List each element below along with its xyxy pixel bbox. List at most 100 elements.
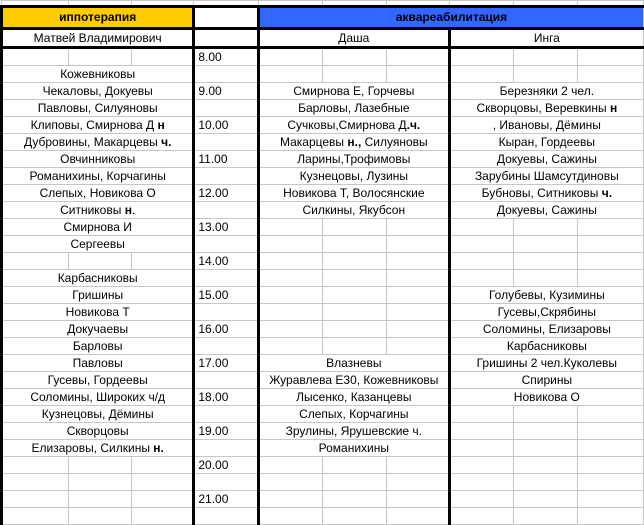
time-cell[interactable]: 10.00 — [193, 116, 260, 134]
empty-cell[interactable] — [448, 252, 515, 270]
empty-cell[interactable] — [385, 456, 451, 474]
hippo-slot-cell[interactable]: Павловы, Силуяновы — [0, 99, 196, 117]
hippotherapy-header[interactable]: иппотерапия — [0, 5, 196, 30]
inga-slot-cell[interactable]: Соломины, Елизаровы — [448, 320, 644, 338]
hippo-instructor[interactable]: Матвей Владимирович — [0, 28, 196, 49]
empty-cell[interactable] — [130, 490, 196, 508]
empty-cell[interactable] — [0, 252, 69, 270]
aqua-header[interactable]: аквареабилитация — [257, 5, 644, 30]
time-cell[interactable]: 9.00 — [193, 82, 260, 100]
empty-cell[interactable] — [257, 47, 323, 66]
empty-cell[interactable] — [577, 439, 644, 457]
empty-cell[interactable] — [577, 65, 644, 83]
empty-cell[interactable] — [321, 456, 387, 474]
time-cell[interactable]: 16.00 — [193, 320, 260, 338]
hippo-slot-cell[interactable]: Карбасниковы — [0, 269, 196, 287]
empty-cell[interactable] — [321, 507, 387, 525]
empty-cell[interactable] — [130, 47, 196, 66]
inga-slot-cell[interactable]: , Ивановы, Дёмины — [448, 116, 644, 134]
time-cell[interactable]: 18.00 — [193, 388, 260, 406]
empty-cell[interactable] — [257, 490, 323, 508]
time-cell[interactable] — [193, 405, 260, 423]
empty-cell[interactable] — [385, 218, 451, 236]
dasha-slot-cell[interactable]: Влазневы — [257, 354, 451, 372]
inga-slot-cell[interactable]: Карбасниковы — [448, 337, 644, 355]
empty-cell[interactable] — [577, 235, 644, 253]
empty-cell[interactable] — [577, 490, 644, 508]
empty-cell[interactable] — [513, 439, 579, 457]
hippo-slot-cell[interactable]: Клиповы, Смирнова Д н — [0, 116, 196, 134]
hippo-slot-cell[interactable]: Овчинниковы — [0, 150, 196, 168]
empty-cell[interactable] — [577, 252, 644, 270]
aqua-instructor-inga[interactable]: Инга — [448, 28, 644, 49]
empty-cell[interactable] — [448, 490, 515, 508]
time-cell[interactable] — [193, 439, 260, 457]
empty-cell[interactable] — [67, 252, 132, 270]
dasha-slot-cell[interactable]: Ларины,Трофимовы — [257, 150, 451, 168]
empty-cell[interactable] — [577, 507, 644, 525]
empty-cell[interactable] — [513, 405, 579, 423]
empty-cell[interactable] — [257, 456, 323, 474]
empty-cell[interactable] — [448, 218, 515, 236]
empty-cell[interactable] — [321, 269, 387, 287]
inga-slot-cell[interactable]: Березняки 2 чел. — [448, 82, 644, 100]
inga-slot-cell[interactable]: Голубевы, Кузимины — [448, 286, 644, 304]
hippo-slot-cell[interactable]: Романихины, Корчагины — [0, 167, 196, 185]
time-header-cell[interactable] — [193, 5, 260, 30]
empty-cell[interactable] — [577, 47, 644, 66]
empty-cell[interactable] — [448, 422, 515, 440]
empty-cell[interactable] — [385, 252, 451, 270]
time-cell[interactable]: 15.00 — [193, 286, 260, 304]
empty-cell[interactable] — [67, 473, 132, 491]
empty-cell[interactable] — [577, 473, 644, 491]
empty-cell[interactable] — [448, 456, 515, 474]
empty-cell[interactable] — [385, 65, 451, 83]
empty-cell[interactable] — [257, 473, 323, 491]
empty-cell[interactable] — [257, 252, 323, 270]
empty-cell[interactable] — [0, 490, 69, 508]
empty-cell[interactable] — [385, 303, 451, 321]
empty-cell[interactable] — [448, 439, 515, 457]
inga-slot-cell[interactable]: Докуевы, Сажины — [448, 150, 644, 168]
empty-cell[interactable] — [321, 303, 387, 321]
empty-cell[interactable] — [67, 47, 132, 66]
empty-cell[interactable] — [321, 252, 387, 270]
hippo-slot-cell[interactable]: Чекаловы, Докуевы — [0, 82, 196, 100]
time-cell[interactable] — [193, 337, 260, 355]
empty-cell[interactable] — [257, 507, 323, 525]
hippo-slot-cell[interactable]: Гусевы, Гордеевы — [0, 371, 196, 389]
inga-slot-cell[interactable]: Докуевы, Сажины — [448, 201, 644, 219]
empty-cell[interactable] — [385, 320, 451, 338]
hippo-slot-cell[interactable]: Елизаровы, Силкины н. — [0, 439, 196, 457]
empty-cell[interactable] — [385, 235, 451, 253]
empty-cell[interactable] — [385, 337, 451, 355]
hippo-slot-cell[interactable]: Скворцовы — [0, 422, 196, 440]
empty-cell[interactable] — [321, 235, 387, 253]
empty-cell[interactable] — [67, 456, 132, 474]
time-cell[interactable]: 12.00 — [193, 184, 260, 202]
dasha-slot-cell[interactable]: Кузнецовы, Лузины — [257, 167, 451, 185]
dasha-slot-cell[interactable]: Новикова Т, Волосянские — [257, 184, 451, 202]
hippo-slot-cell[interactable]: Смирнова И — [0, 218, 196, 236]
dasha-slot-cell[interactable]: Журавлева Е30, Кожевниковы — [257, 371, 451, 389]
empty-cell[interactable] — [513, 473, 579, 491]
empty-cell[interactable] — [130, 507, 196, 525]
empty-cell[interactable] — [513, 456, 579, 474]
empty-cell[interactable] — [448, 269, 515, 287]
hippo-slot-cell[interactable]: Ситниковы н. — [0, 201, 196, 219]
empty-cell[interactable] — [513, 65, 579, 83]
empty-cell[interactable] — [513, 422, 579, 440]
hippo-slot-cell[interactable]: Докучаевы — [0, 320, 196, 338]
empty-cell[interactable] — [513, 507, 579, 525]
time-cell[interactable] — [193, 99, 260, 117]
empty-cell[interactable] — [321, 218, 387, 236]
empty-cell[interactable] — [130, 252, 196, 270]
empty-cell[interactable] — [130, 473, 196, 491]
empty-cell[interactable] — [448, 473, 515, 491]
empty-cell[interactable] — [67, 490, 132, 508]
time-cell[interactable] — [193, 371, 260, 389]
dasha-slot-cell[interactable]: Зрулины, Ярушевские ч. — [257, 422, 451, 440]
inga-slot-cell[interactable]: Спирины — [448, 371, 644, 389]
time-cell[interactable] — [193, 201, 260, 219]
dasha-slot-cell[interactable]: Лысенко, Казанцевы — [257, 388, 451, 406]
